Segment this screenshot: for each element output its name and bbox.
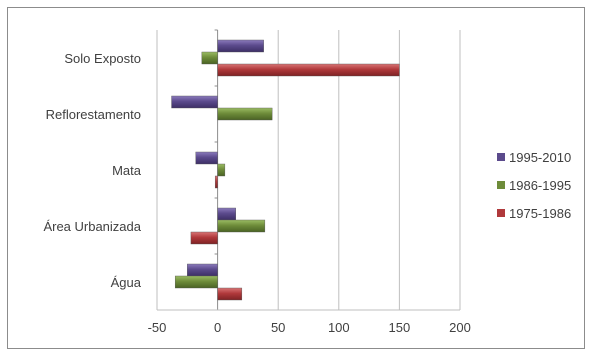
bar — [217, 163, 226, 177]
category-label: Solo Exposto — [64, 51, 141, 66]
bar — [171, 95, 218, 109]
x-tick-label: -50 — [148, 320, 167, 335]
x-tick-label: 150 — [389, 320, 411, 335]
legend-label: 1995-2010 — [509, 150, 571, 165]
bar — [187, 263, 218, 277]
bar — [214, 175, 218, 189]
x-tick-label: 200 — [449, 320, 471, 335]
bars — [171, 39, 400, 301]
legend-label: 1975-1986 — [509, 206, 571, 221]
category-label: Mata — [112, 163, 142, 178]
x-tick-labels: -50 0 50 100 150 200 — [148, 320, 471, 335]
x-tick-label: 0 — [214, 320, 221, 335]
category-label: Área Urbanizada — [43, 219, 141, 234]
legend-swatch — [497, 209, 505, 217]
category-label: Reflorestamento — [46, 107, 141, 122]
legend-swatch — [497, 153, 505, 161]
legend: 1995-2010 1986-1995 1975-1986 — [497, 150, 571, 221]
legend-swatch — [497, 181, 505, 189]
bar — [201, 51, 218, 65]
legend-label: 1986-1995 — [509, 178, 571, 193]
category-label: Água — [111, 275, 142, 290]
category-labels: Água Área Urbanizada Mata Reflorestamento So… — [43, 51, 141, 290]
bar — [195, 151, 218, 165]
bar — [217, 107, 273, 121]
bar — [217, 287, 243, 301]
bar — [174, 275, 218, 289]
bar — [217, 39, 264, 53]
gridlines — [156, 30, 461, 310]
bar — [217, 63, 400, 77]
bar — [217, 207, 236, 221]
x-tick-label: 100 — [328, 320, 350, 335]
bar — [190, 231, 218, 245]
x-tick-label: 50 — [271, 320, 285, 335]
bar — [217, 219, 266, 233]
